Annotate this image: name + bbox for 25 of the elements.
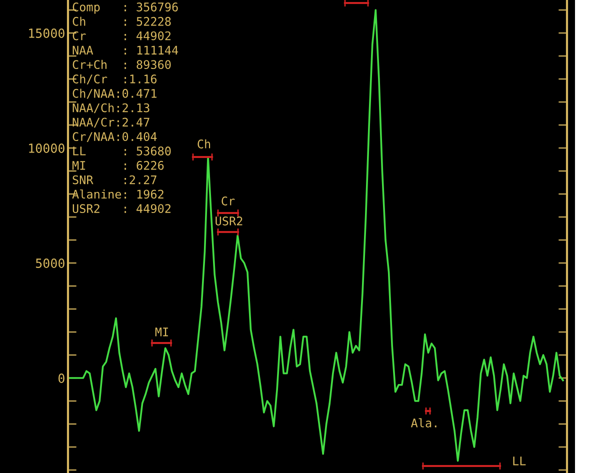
annotation: Ch/Cr :1.16 xyxy=(72,74,157,84)
annotation: NAA : 111144 xyxy=(72,46,178,54)
annotation: MI xyxy=(155,328,168,336)
y-tick-label: 15000 xyxy=(29,28,64,38)
annotation: LL xyxy=(513,456,526,466)
annotation: Cr xyxy=(222,196,235,206)
annotation: USR2 xyxy=(216,216,242,226)
annotation: MI : 6226 xyxy=(72,160,164,170)
y-tick-label: 5000 xyxy=(36,258,64,268)
annotation: SNR :2.27 xyxy=(72,175,156,184)
annotation: Ch : 52228 xyxy=(72,16,171,26)
y-tick-label: 10000 xyxy=(29,144,64,153)
annotation: NAA/Cr:2.47 xyxy=(72,118,150,128)
annotation: Ch xyxy=(198,139,210,148)
y-tick-label: 0 xyxy=(58,374,64,383)
annotation: LL : 53680 xyxy=(73,146,171,156)
annotation: Alanine: 1962 xyxy=(72,189,164,199)
annotation: Cr+Ch : 89360 xyxy=(72,60,171,70)
annotation: Ch/NAA:0.471 xyxy=(72,88,156,99)
annotation: NAA/Ch:2.13 xyxy=(72,103,150,114)
annotation: Cr/NAA:0.404 xyxy=(72,132,157,142)
annotation: Comp : 356796 xyxy=(72,2,178,14)
annotation: Cr : 44902 xyxy=(72,31,170,40)
annotation: USR2 : 44902 xyxy=(72,204,170,214)
annotation: Ala. xyxy=(411,418,436,428)
